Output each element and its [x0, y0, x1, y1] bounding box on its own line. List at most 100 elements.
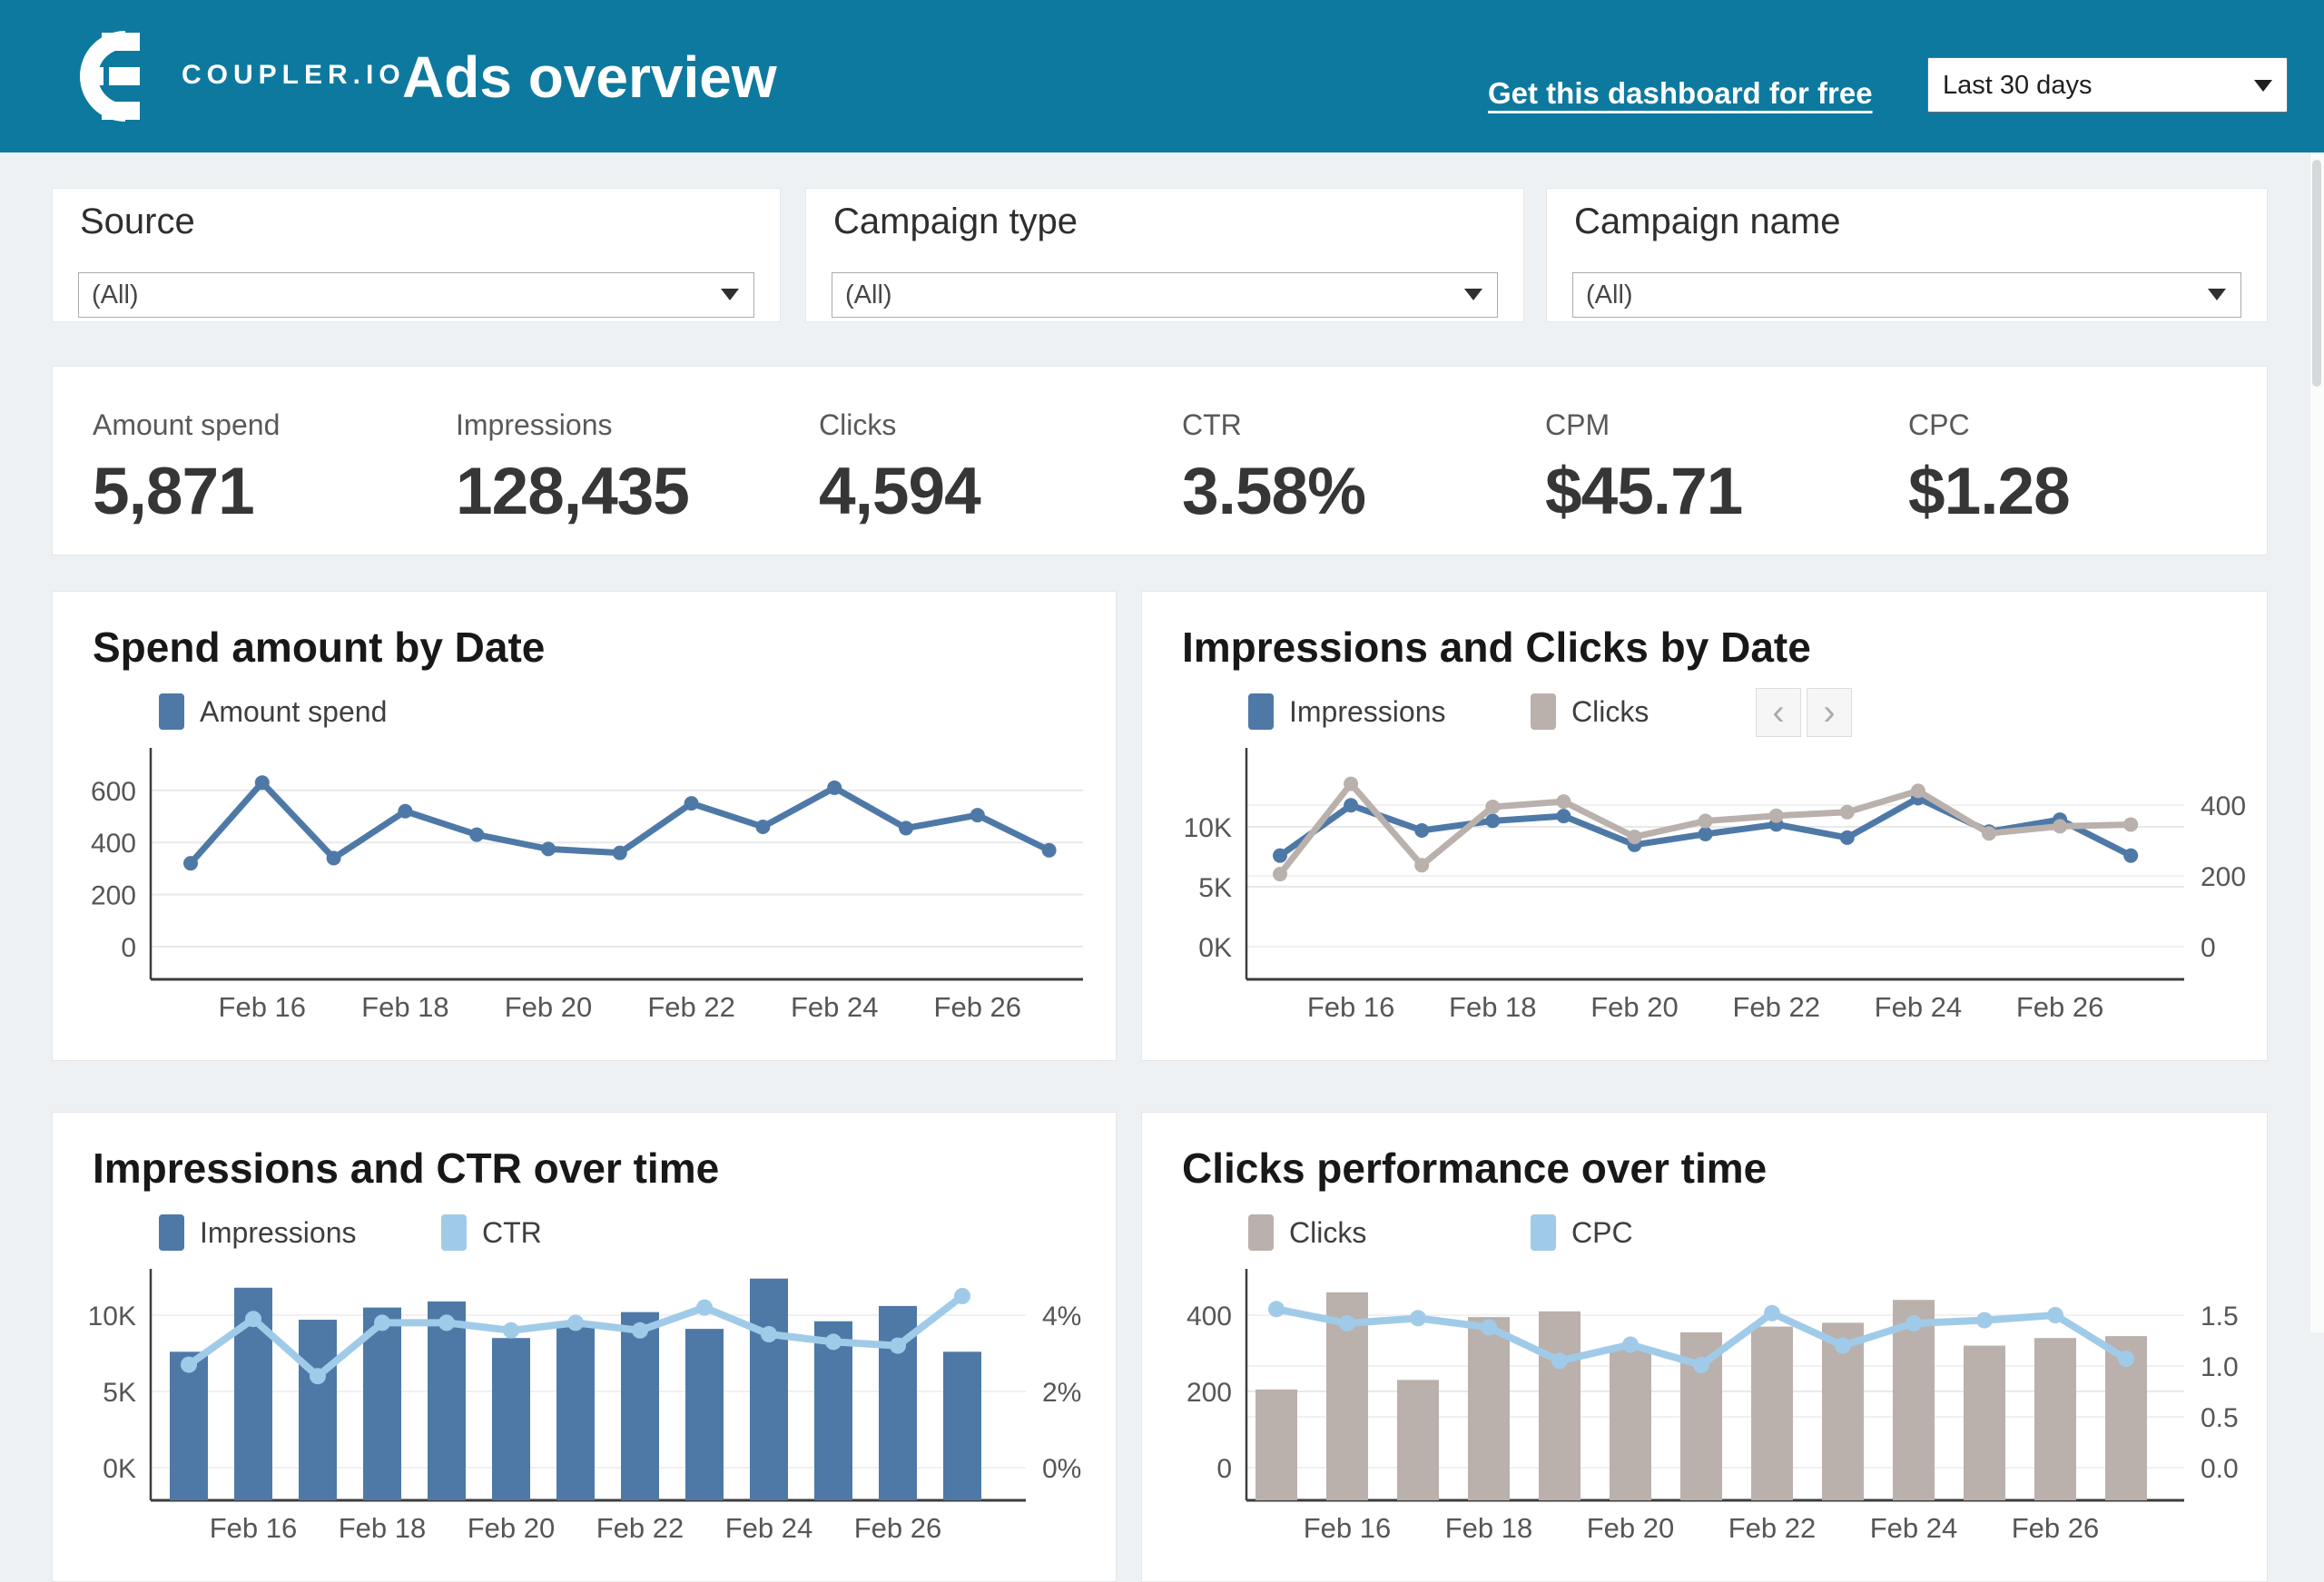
- legend-item-ctr[interactable]: CTR: [441, 1213, 724, 1253]
- data-point-amount-spend[interactable]: [254, 775, 270, 791]
- data-point-amount-spend[interactable]: [326, 850, 341, 866]
- data-point-ctr[interactable]: [245, 1311, 261, 1328]
- bar-clicks[interactable]: [1468, 1317, 1510, 1500]
- bar-clicks[interactable]: [2034, 1338, 2076, 1500]
- data-point-amount-spend[interactable]: [398, 803, 413, 819]
- data-point-ctr[interactable]: [954, 1288, 970, 1304]
- data-point-impressions[interactable]: [1344, 798, 1359, 813]
- date-range-select[interactable]: Last 30 days: [1927, 57, 2288, 113]
- data-point-clicks[interactable]: [1273, 867, 1287, 882]
- data-point-ctr[interactable]: [374, 1314, 390, 1331]
- data-point-amount-spend[interactable]: [899, 820, 913, 836]
- data-point-impressions[interactable]: [1698, 826, 1713, 841]
- data-point-amount-spend[interactable]: [1041, 842, 1057, 858]
- data-point-impressions[interactable]: [2123, 848, 2139, 863]
- bar-impressions[interactable]: [685, 1329, 724, 1500]
- data-point-clicks[interactable]: [1627, 830, 1642, 845]
- data-point-amount-spend[interactable]: [755, 819, 771, 834]
- data-point-impressions[interactable]: [1839, 830, 1855, 845]
- legend-swatch-icon: [1531, 1214, 1556, 1251]
- legend-next-button[interactable]: ›: [1807, 688, 1852, 737]
- data-point-amount-spend[interactable]: [183, 856, 198, 871]
- campaign-name-select[interactable]: (All): [1572, 272, 2241, 318]
- data-point-clicks[interactable]: [1485, 799, 1501, 814]
- page-scrollbar[interactable]: [2309, 152, 2324, 1332]
- bar-impressions[interactable]: [750, 1278, 788, 1500]
- data-point-impressions[interactable]: [1273, 848, 1287, 863]
- axis-tick-label: 0: [2201, 933, 2216, 963]
- campaign-type-select-value: (All): [845, 280, 892, 310]
- bar-clicks[interactable]: [1751, 1326, 1793, 1500]
- data-point-cpc[interactable]: [1551, 1352, 1568, 1370]
- data-point-clicks[interactable]: [1344, 776, 1359, 791]
- legend-item-impressions[interactable]: Impressions: [1248, 692, 1531, 732]
- data-point-ctr[interactable]: [438, 1314, 455, 1331]
- data-point-ctr[interactable]: [310, 1368, 326, 1385]
- data-point-impressions[interactable]: [1485, 813, 1501, 829]
- legend-prev-button[interactable]: ‹: [1756, 688, 1801, 737]
- data-point-ctr[interactable]: [761, 1326, 777, 1342]
- bar-clicks[interactable]: [1610, 1349, 1651, 1500]
- data-point-cpc[interactable]: [1764, 1304, 1780, 1322]
- data-point-cpc[interactable]: [1905, 1314, 1922, 1331]
- data-point-impressions[interactable]: [1414, 822, 1430, 838]
- bar-impressions[interactable]: [170, 1351, 208, 1500]
- data-point-ctr[interactable]: [503, 1322, 519, 1339]
- bar-impressions[interactable]: [492, 1338, 530, 1500]
- header-bar: COUPLER.IO Ads overview Get this dashboa…: [0, 0, 2324, 152]
- data-point-clicks[interactable]: [1839, 804, 1855, 820]
- data-point-clicks[interactable]: [2123, 817, 2139, 832]
- bar-clicks[interactable]: [1397, 1380, 1439, 1500]
- data-point-clicks[interactable]: [2053, 819, 2068, 834]
- data-point-clicks[interactable]: [1982, 826, 1996, 841]
- data-point-cpc[interactable]: [1835, 1337, 1851, 1354]
- data-point-ctr[interactable]: [632, 1322, 648, 1339]
- get-dashboard-link[interactable]: Get this dashboard for free: [1488, 76, 1873, 110]
- data-point-cpc[interactable]: [1268, 1301, 1285, 1318]
- bar-impressions[interactable]: [428, 1301, 466, 1500]
- data-point-cpc[interactable]: [1693, 1356, 1709, 1373]
- data-point-clicks[interactable]: [1698, 813, 1713, 829]
- data-point-cpc[interactable]: [2047, 1307, 2063, 1323]
- bar-impressions[interactable]: [299, 1320, 337, 1500]
- data-point-ctr[interactable]: [696, 1299, 713, 1316]
- source-select[interactable]: (All): [78, 272, 754, 318]
- data-point-amount-spend[interactable]: [541, 841, 556, 857]
- scrollbar-thumb[interactable]: [2312, 160, 2321, 387]
- legend-item-impressions[interactable]: Impressions: [159, 1213, 441, 1253]
- bar-clicks[interactable]: [1256, 1389, 1297, 1500]
- data-point-amount-spend[interactable]: [970, 808, 985, 823]
- data-point-clicks[interactable]: [1414, 858, 1430, 873]
- data-point-amount-spend[interactable]: [684, 796, 699, 811]
- bar-clicks[interactable]: [1964, 1345, 2005, 1500]
- data-point-cpc[interactable]: [1976, 1312, 1993, 1329]
- bar-clicks[interactable]: [1539, 1311, 1581, 1500]
- data-point-ctr[interactable]: [567, 1314, 584, 1331]
- data-point-cpc[interactable]: [1410, 1310, 1426, 1327]
- legend-item-amount-spend[interactable]: Amount spend: [159, 692, 441, 732]
- data-point-clicks[interactable]: [1768, 808, 1784, 823]
- data-point-clicks[interactable]: [1910, 783, 1925, 799]
- legend-item-clicks[interactable]: Clicks: [1248, 1213, 1531, 1253]
- data-point-cpc[interactable]: [1339, 1314, 1355, 1331]
- data-point-ctr[interactable]: [890, 1337, 906, 1354]
- data-point-ctr[interactable]: [181, 1356, 197, 1373]
- campaign-name-select-value: (All): [1586, 280, 1633, 310]
- data-point-cpc[interactable]: [1481, 1319, 1497, 1336]
- data-point-cpc[interactable]: [1622, 1336, 1639, 1353]
- bar-impressions[interactable]: [556, 1324, 595, 1500]
- data-point-cpc[interactable]: [2118, 1351, 2134, 1368]
- data-point-impressions[interactable]: [1556, 809, 1571, 824]
- legend-item-cpc[interactable]: CPC: [1531, 1213, 1813, 1253]
- brand-name: COUPLER.IO: [182, 60, 406, 90]
- campaign-type-select[interactable]: (All): [832, 272, 1498, 318]
- kpi-impressions: Impressions 128,435: [456, 367, 810, 555]
- bar-impressions[interactable]: [621, 1312, 659, 1500]
- data-point-ctr[interactable]: [825, 1333, 842, 1351]
- bar-impressions[interactable]: [943, 1351, 981, 1500]
- legend-item-clicks[interactable]: Clicks: [1531, 692, 1813, 732]
- data-point-clicks[interactable]: [1556, 794, 1571, 810]
- data-point-amount-spend[interactable]: [469, 827, 485, 842]
- data-point-amount-spend[interactable]: [612, 845, 627, 860]
- data-point-amount-spend[interactable]: [827, 780, 842, 795]
